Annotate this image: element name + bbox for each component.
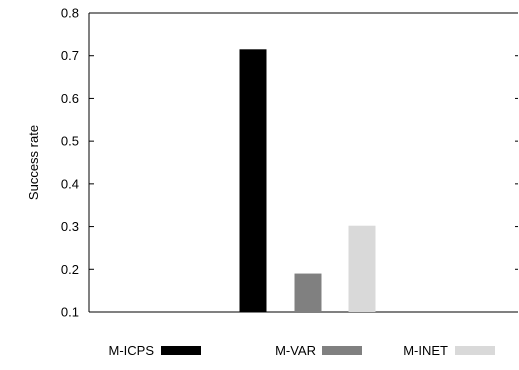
y-tick-label: 0.6 [61,91,79,106]
y-tick-label: 0.2 [61,262,79,277]
y-tick-label: 0.8 [61,6,79,21]
y-axis-label: Success rate [26,125,41,200]
bar-m-inet [348,225,376,312]
legend-label-m-var: M-VAR [275,343,316,358]
legend: M-ICPS M-VAR M-INET [109,343,495,358]
legend-swatch-m-inet [455,346,495,355]
y-tick-label: 0.7 [61,48,79,63]
bar-m-icps [239,49,267,313]
y-tick-label: 0.3 [61,219,79,234]
legend-label-m-inet: M-INET [403,343,448,358]
y-tick-label: 0.4 [61,176,79,191]
y-tick-label: 0.5 [61,134,79,149]
bars [239,49,376,313]
axes [88,12,518,313]
y-tick-label: 0.1 [61,305,79,320]
y-axis-ticks: 0.1 0.2 0.3 0.4 0.5 0.6 0.7 0.8 [61,6,518,320]
legend-label-m-icps: M-ICPS [109,343,155,358]
bar-m-var [294,273,322,312]
legend-swatch-m-var [322,346,362,355]
legend-swatch-m-icps [161,346,201,355]
